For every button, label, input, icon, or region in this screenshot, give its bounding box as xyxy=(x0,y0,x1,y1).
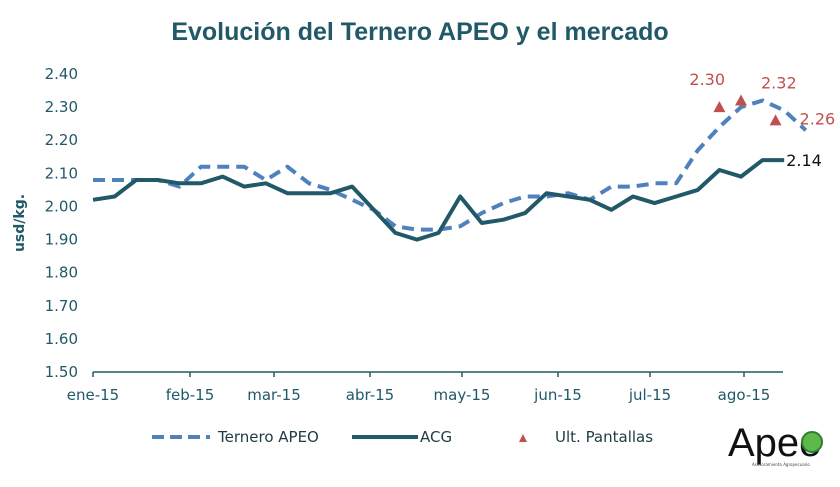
legend-label-ternero-apeo: Ternero APEO xyxy=(217,428,319,446)
ult-pantallas-marker xyxy=(735,94,747,106)
ult-pantallas-label: 2.26 xyxy=(800,109,836,128)
y-tick-label: 1.60 xyxy=(45,330,78,348)
y-tick-label: 1.70 xyxy=(45,297,78,315)
plot-area: 2.30 2.322.26 2.14 xyxy=(92,70,836,242)
ult-pantallas-marker xyxy=(713,101,726,113)
series-line-acg xyxy=(92,158,785,242)
legend-label-ult-pantallas: Ult. Pantallas xyxy=(555,428,653,446)
ult-pantallas-label: 2.32 xyxy=(761,73,797,92)
legend: Ternero APEO ACG Ult. Pantallas xyxy=(152,428,653,446)
y-tick-label: 2.30 xyxy=(45,98,78,116)
x-tick-label: feb-15 xyxy=(166,386,215,404)
ult-pantallas-label: 2.30 xyxy=(689,70,725,89)
x-tick-label: abr-15 xyxy=(346,386,394,404)
x-tick-label: ene-15 xyxy=(67,386,119,404)
acg-end-label: 2.14 xyxy=(786,151,822,170)
x-tick-label: jul-15 xyxy=(628,386,671,404)
ult-pantallas-marker xyxy=(769,114,782,126)
legend-swatch-ult-pantallas xyxy=(519,434,527,442)
y-axis-label: usd/kg. xyxy=(12,194,28,252)
x-tick-label: may-15 xyxy=(434,386,491,404)
y-tick-label: 2.20 xyxy=(45,131,78,149)
x-tick-label: ago-15 xyxy=(718,386,771,404)
x-tick-label: jun-15 xyxy=(533,386,582,404)
logo-leaf-icon xyxy=(801,431,823,453)
y-tick-label: 2.10 xyxy=(45,164,78,182)
logo-subtitle: Asesoramiento Agropecuario xyxy=(752,462,810,467)
y-tick-label: 1.80 xyxy=(45,264,78,282)
y-tick-label: 2.00 xyxy=(45,197,78,215)
x-tick-label: mar-15 xyxy=(247,386,301,404)
chart-title: Evolución del Ternero APEO y el mercado xyxy=(171,18,668,46)
series-line-ternero-apeo xyxy=(93,98,808,232)
y-tick-label: 2.40 xyxy=(45,65,78,83)
y-tick-label: 1.50 xyxy=(45,363,78,381)
x-ticks: ene-15 feb-15 mar-15 abr-15 may-15 jun-15 jul-… xyxy=(67,386,771,404)
y-tick-label: 1.90 xyxy=(45,231,78,249)
legend-label-acg: ACG xyxy=(420,428,452,446)
x-axis xyxy=(92,371,783,377)
y-ticks: 2.40 2.30 2.20 2.10 2.00 1.90 1.80 1.70 1.60 1.50 xyxy=(45,65,78,381)
apeo-logo: Apeo Asesoramiento Agropecuario xyxy=(728,421,823,467)
